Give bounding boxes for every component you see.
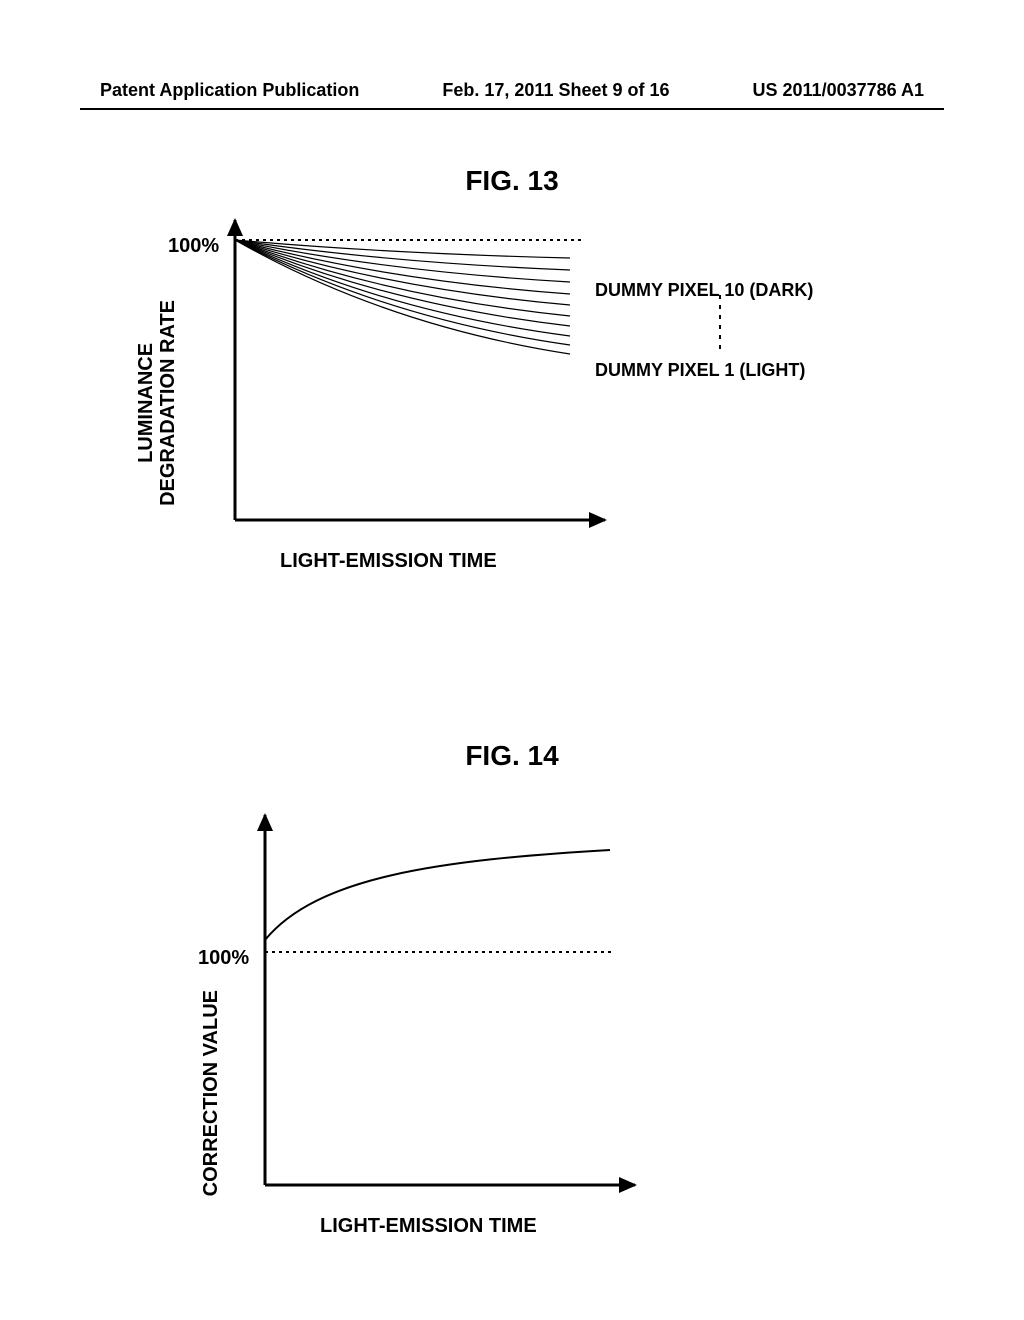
fig13-xlabel: LIGHT-EMISSION TIME: [280, 550, 497, 573]
page-header: Patent Application Publication Feb. 17, …: [0, 80, 1024, 101]
fig13-chart: [100, 200, 920, 580]
header-center: Feb. 17, 2011 Sheet 9 of 16: [442, 80, 669, 101]
fig13-ylabel: LUMINANCE DEGRADATION RATE: [135, 300, 179, 506]
fig13-title: FIG. 13: [0, 165, 1024, 197]
fig14-title: FIG. 14: [0, 740, 1024, 772]
fig14-xlabel: LIGHT-EMISSION TIME: [320, 1215, 537, 1238]
header-rule: [80, 108, 944, 110]
fig13-annotation-top: DUMMY PIXEL 10 (DARK): [595, 280, 813, 301]
fig14-container: CORRECTION VALUE LIGHT-EMISSION TIME 100…: [180, 790, 820, 1240]
fig13-container: LUMINANCE DEGRADATION RATE LIGHT-EMISSIO…: [100, 200, 920, 580]
header-right: US 2011/0037786 A1: [753, 80, 924, 101]
fig13-annotation-bottom: DUMMY PIXEL 1 (LIGHT): [595, 360, 805, 381]
fig13-ytick-label: 100%: [168, 235, 219, 258]
fig14-ylabel: CORRECTION VALUE: [200, 990, 222, 1196]
header-left: Patent Application Publication: [100, 80, 359, 101]
fig14-chart: [180, 790, 820, 1240]
fig14-ytick-label: 100%: [198, 947, 249, 970]
